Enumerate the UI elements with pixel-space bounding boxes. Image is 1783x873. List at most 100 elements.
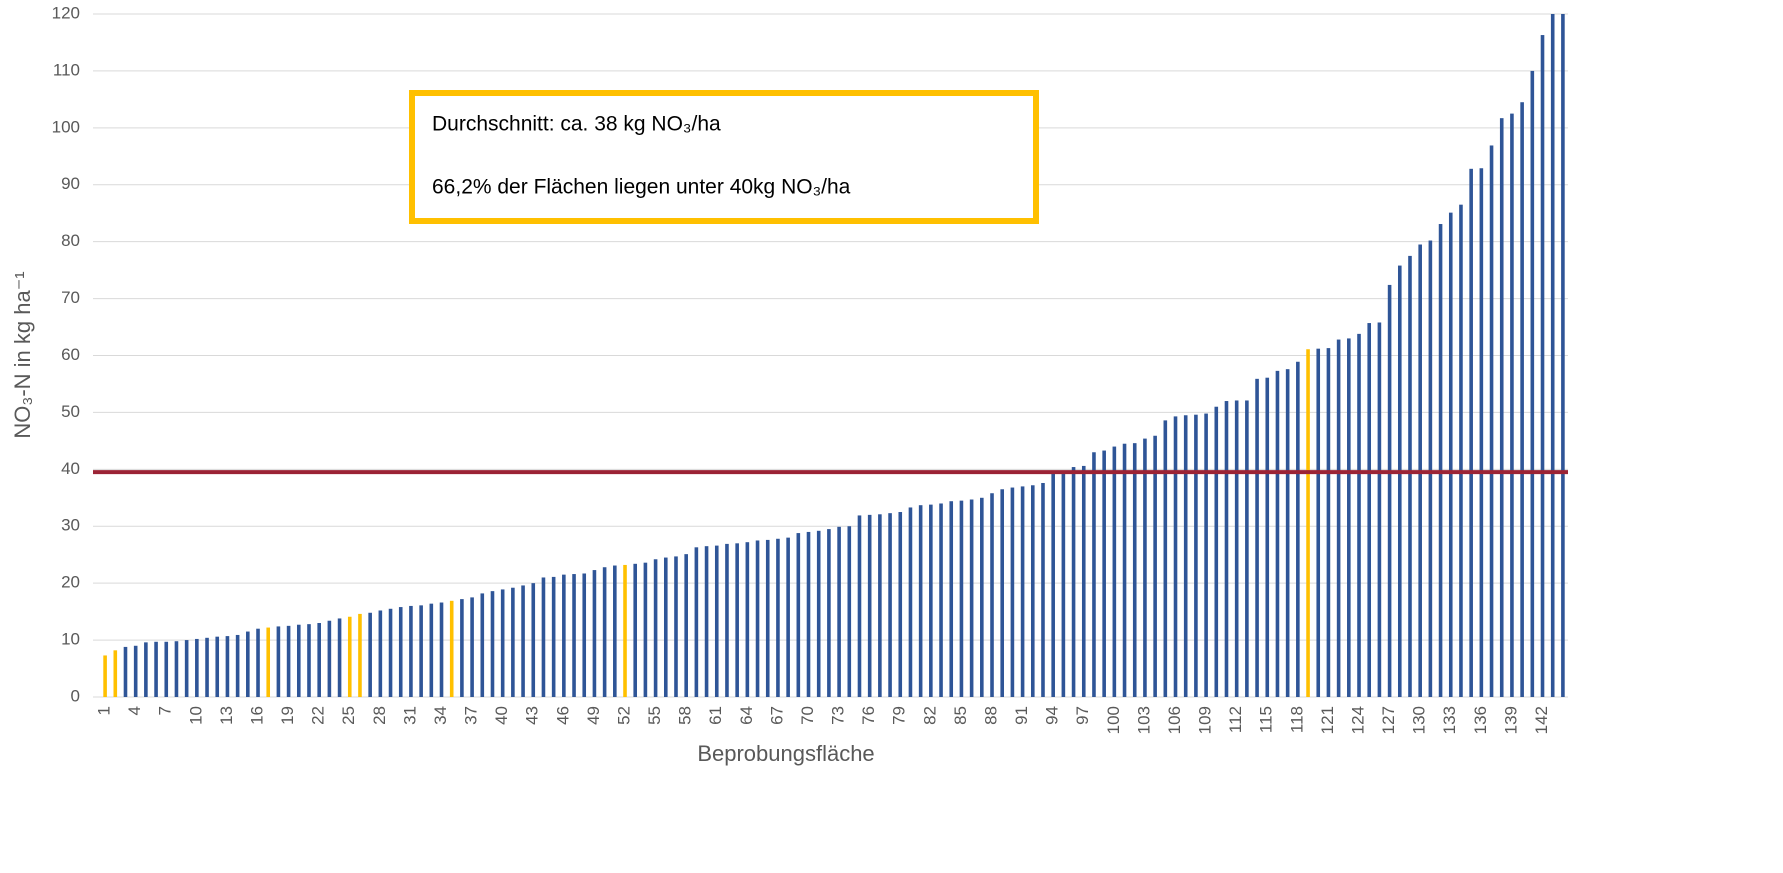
bar [1489,145,1494,698]
bar [1030,485,1035,697]
bar [1499,118,1504,698]
bar [959,500,964,697]
bar [1428,240,1433,698]
bar [133,645,138,697]
bar [1275,370,1280,697]
y-tick-label: 20 [61,573,80,592]
bar [1245,400,1249,697]
bar [1214,406,1219,697]
bar [694,547,699,697]
bar [725,543,729,697]
annotation: Durchschnitt: ca. 38 kg NO₃/ha [432,113,721,136]
bar [1204,413,1208,697]
x-tick-label: 79 [890,706,909,725]
bar [796,533,801,697]
bar [337,618,342,697]
bar [714,545,719,697]
bar [1143,438,1147,697]
bar [684,554,688,697]
bar [174,641,179,697]
x-tick-label: 49 [584,706,603,725]
bar [1265,377,1270,697]
bar [949,501,954,697]
bar [1153,435,1157,697]
bar [317,623,321,697]
bar [195,638,199,697]
x-tick-label: 142 [1532,706,1551,734]
y-tick-label: 120 [52,3,80,22]
bar [918,505,923,697]
bar [1408,255,1412,698]
bar [735,543,739,697]
x-tick-label: 100 [1104,706,1123,734]
bar [1377,322,1382,697]
bar [806,531,811,697]
bar [980,497,984,697]
bar [1132,443,1137,697]
bar [990,493,994,697]
y-tick-label: 100 [52,117,80,136]
x-tick-label: 1 [95,706,114,715]
y-tick-label: 50 [61,402,80,421]
bar [215,636,220,697]
bar [1163,420,1168,697]
bar [1224,401,1229,697]
bar [1102,450,1106,697]
y-tick-label: 40 [61,459,80,478]
bar [1092,452,1096,697]
x-tick-label: 28 [370,706,389,725]
bar [572,574,576,697]
bar [613,565,617,697]
bar [541,577,546,697]
bar [1255,378,1259,697]
x-tick-label: 115 [1257,706,1276,733]
bar [398,607,403,697]
x-tick-label: 13 [217,706,236,725]
bar [144,642,148,697]
bar [1540,35,1545,698]
bar [419,605,423,697]
annotation-box [409,90,1039,224]
bar [1367,323,1372,697]
bar [113,650,118,697]
bar [908,507,913,697]
bar [154,641,158,697]
x-tick-label: 118 [1287,706,1306,733]
bar [551,576,556,697]
bar [1459,204,1463,697]
bar [837,526,841,697]
bar [347,616,352,697]
bar [286,625,291,697]
bar [429,603,434,697]
bar [582,573,587,697]
bar [307,624,311,697]
y-tick-label: 60 [61,345,80,364]
y-tick-label: 110 [53,60,80,79]
bar [1387,284,1392,697]
y-tick-label: 30 [61,516,80,535]
y-tick-label: 90 [61,174,80,193]
bar [1296,361,1300,697]
bar [123,646,128,697]
bar [1020,486,1025,697]
bar [164,641,169,697]
bar [1448,212,1453,697]
y-tick-label: 80 [61,231,80,250]
y-tick-label: 10 [61,630,80,649]
bar [1285,369,1290,697]
x-tick-label: 61 [706,706,725,725]
x-tick-label: 58 [676,706,695,725]
bar [1530,70,1535,697]
bar [266,627,271,697]
bar [327,620,332,697]
x-tick-label: 109 [1196,706,1215,734]
bar [368,612,372,697]
bar [1316,348,1321,697]
bar [470,597,474,697]
bar [1479,168,1484,698]
x-tick-label: 127 [1379,706,1398,734]
bar [878,514,882,697]
bar [358,613,362,697]
bar [1397,265,1402,697]
